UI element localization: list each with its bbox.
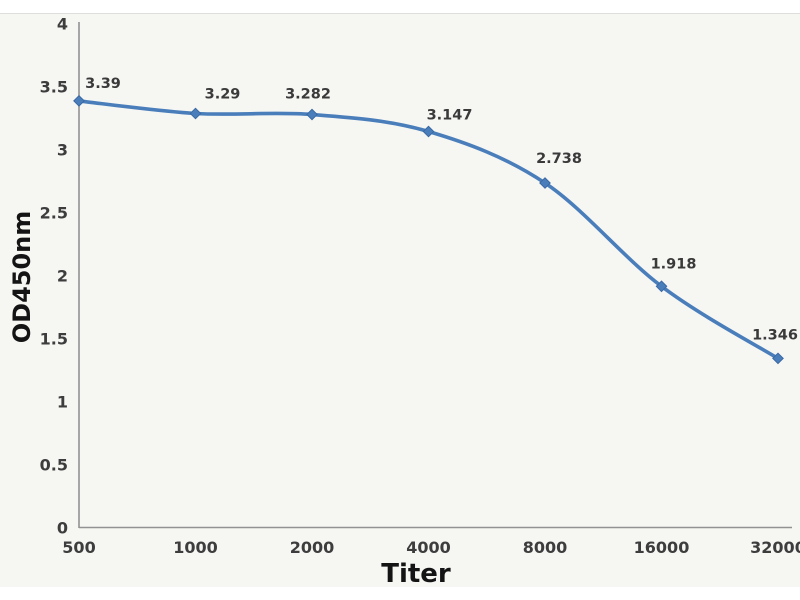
y-tick-label: 1.5 [40,330,68,349]
x-tick-label: 2000 [290,538,335,557]
tick-labels: 0 0.5 1 1.5 2 2.5 3 3.5 4 500 1000 2000 4000 8000 1600… [40,15,800,558]
y-tick-label: 3 [57,141,68,160]
y-tick-label: 2.5 [40,204,68,223]
data-point-label: 1.346 [752,327,798,343]
data-point-marker [422,125,435,138]
x-axis-title: Titer [381,559,451,589]
data-point-marker [655,280,668,293]
point-labels: 3.39 3.29 3.282 3.147 2.738 1.918 1.346 [85,76,798,344]
x-tick-label: 8000 [523,538,568,557]
y-tick-label: 0 [57,519,68,538]
y-tick-label: 1 [57,393,68,412]
data-point-marker [772,352,784,365]
data-point-label: 3.147 [427,107,473,123]
x-tick-label: 1000 [173,538,218,557]
data-point-marker [73,94,85,107]
axes [78,22,792,529]
y-tick-label: 2 [57,267,68,286]
y-tick-label: 4 [57,15,68,34]
x-tick-label: 32000 [750,538,800,557]
data-point-marker [306,108,318,121]
y-tick-label: 3.5 [40,78,68,97]
data-point-label: 3.282 [285,86,331,102]
y-tick-label: 0.5 [40,456,68,475]
data-point-label: 1.918 [651,256,697,272]
data-point-marker [539,177,551,189]
x-tick-label: 4000 [406,538,451,557]
x-tick-label: 16000 [634,538,690,557]
y-axis-title: OD450nm [8,211,36,344]
data-series [73,94,784,365]
x-tick-label: 500 [62,538,95,557]
data-point-label: 3.29 [205,86,241,102]
series-line [77,99,780,361]
data-point-label: 2.738 [536,151,582,167]
data-point-label: 3.39 [85,76,121,92]
data-point-marker [189,107,202,120]
